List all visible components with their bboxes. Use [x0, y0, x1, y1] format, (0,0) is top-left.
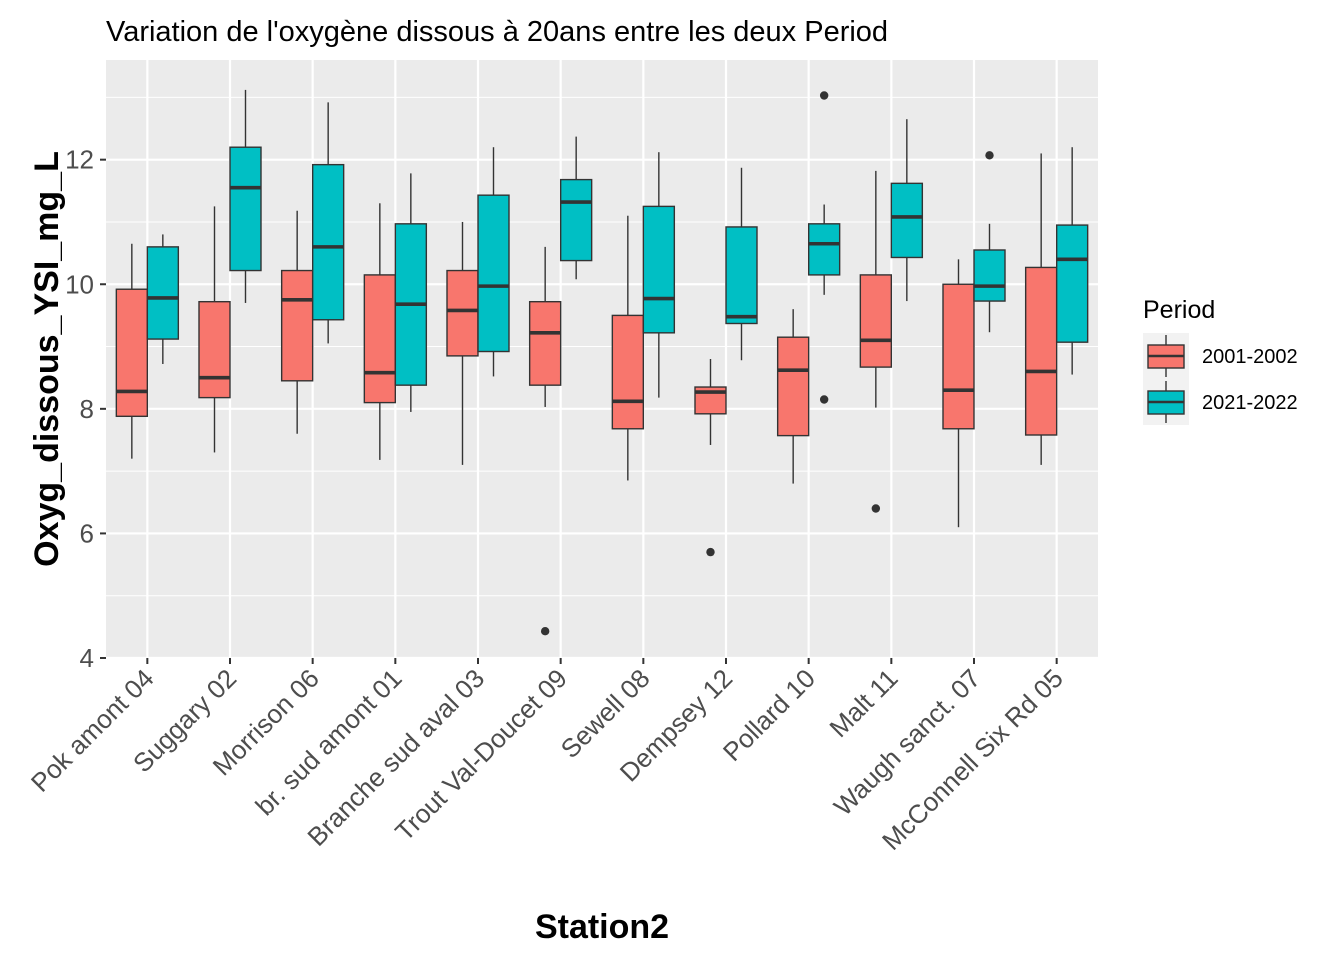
- x-tick-label: Waugh sanct. 07: [828, 663, 987, 822]
- y-tick-label: 10: [65, 269, 94, 299]
- box-body: [859, 274, 893, 368]
- y-axis-title: Oxyg_dissous_YSI_mg_L: [28, 151, 66, 567]
- x-axis-title: Station2: [535, 908, 669, 946]
- box-body: [198, 300, 231, 399]
- box-2001-2002: [446, 221, 479, 465]
- legend-title: Period: [1143, 296, 1215, 324]
- box-2001-2002: [611, 215, 645, 481]
- x-tick-label: Pok amont 04: [25, 663, 160, 798]
- box-body: [890, 182, 924, 259]
- outlier-point: [819, 91, 829, 100]
- box-2021-2022: [642, 152, 676, 398]
- outlier-point: [819, 395, 829, 404]
- box-body: [446, 269, 479, 357]
- box-2021-2022: [394, 173, 428, 412]
- box-2001-2002: [198, 206, 231, 453]
- y-tick-label: 12: [65, 145, 94, 175]
- y-tick-label: 8: [80, 394, 94, 424]
- box-body: [280, 269, 314, 382]
- x-tick-label: Malt 11: [823, 663, 903, 743]
- box-2021-2022: [725, 167, 758, 361]
- y-tick-label: 6: [80, 518, 94, 548]
- box-body: [115, 288, 149, 418]
- y-tick-label: 4: [80, 643, 94, 673]
- chart-title: Variation de l'oxygène dissous à 20ans e…: [106, 16, 888, 48]
- box-body: [229, 146, 262, 272]
- box-2021-2022: [229, 89, 262, 303]
- boxes: [115, 89, 1089, 636]
- box-2021-2022: [973, 151, 1006, 333]
- x-tick-label: br. sud amont 01: [249, 663, 407, 821]
- box-body: [477, 194, 510, 353]
- box-2001-2002: [280, 210, 314, 434]
- box-2021-2022: [559, 136, 593, 280]
- box-body: [973, 249, 1006, 302]
- y-axis: 4 6 8 10 12: [65, 145, 106, 673]
- box-body: [1055, 224, 1089, 343]
- box-body: [642, 205, 676, 334]
- box-2001-2002: [115, 243, 149, 459]
- box-2001-2002: [859, 170, 893, 513]
- box-body: [146, 246, 180, 340]
- box-2001-2002: [528, 246, 562, 636]
- outlier-point: [871, 504, 881, 513]
- legend-label: 2021-2022: [1202, 392, 1298, 414]
- box-body: [559, 178, 593, 262]
- box-2021-2022: [1055, 147, 1089, 375]
- box-2001-2002: [776, 309, 810, 484]
- box-2001-2002: [1024, 153, 1058, 465]
- legend-label: 2001-2002: [1202, 346, 1298, 368]
- box-2001-2002: [363, 203, 397, 460]
- box-2021-2022: [477, 147, 510, 377]
- box-body: [725, 226, 758, 325]
- outlier-point: [706, 547, 715, 557]
- box-2021-2022: [311, 102, 345, 344]
- box-2021-2022: [807, 91, 841, 404]
- outlier-point: [540, 627, 550, 636]
- box-2001-2002: [942, 259, 975, 528]
- outlier-point: [985, 151, 994, 160]
- box-body: [1024, 266, 1058, 436]
- box-2021-2022: [146, 234, 180, 364]
- legend: Period 2001-2002 2021-2022: [1143, 296, 1298, 425]
- box-body: [528, 300, 562, 386]
- box-body: [311, 163, 345, 321]
- box-2021-2022: [890, 119, 924, 302]
- box-body: [776, 336, 810, 437]
- box-body: [611, 314, 645, 430]
- box-body: [942, 283, 975, 430]
- box-2001-2002: [694, 359, 727, 557]
- box-body: [363, 274, 397, 404]
- box-body: [807, 223, 841, 276]
